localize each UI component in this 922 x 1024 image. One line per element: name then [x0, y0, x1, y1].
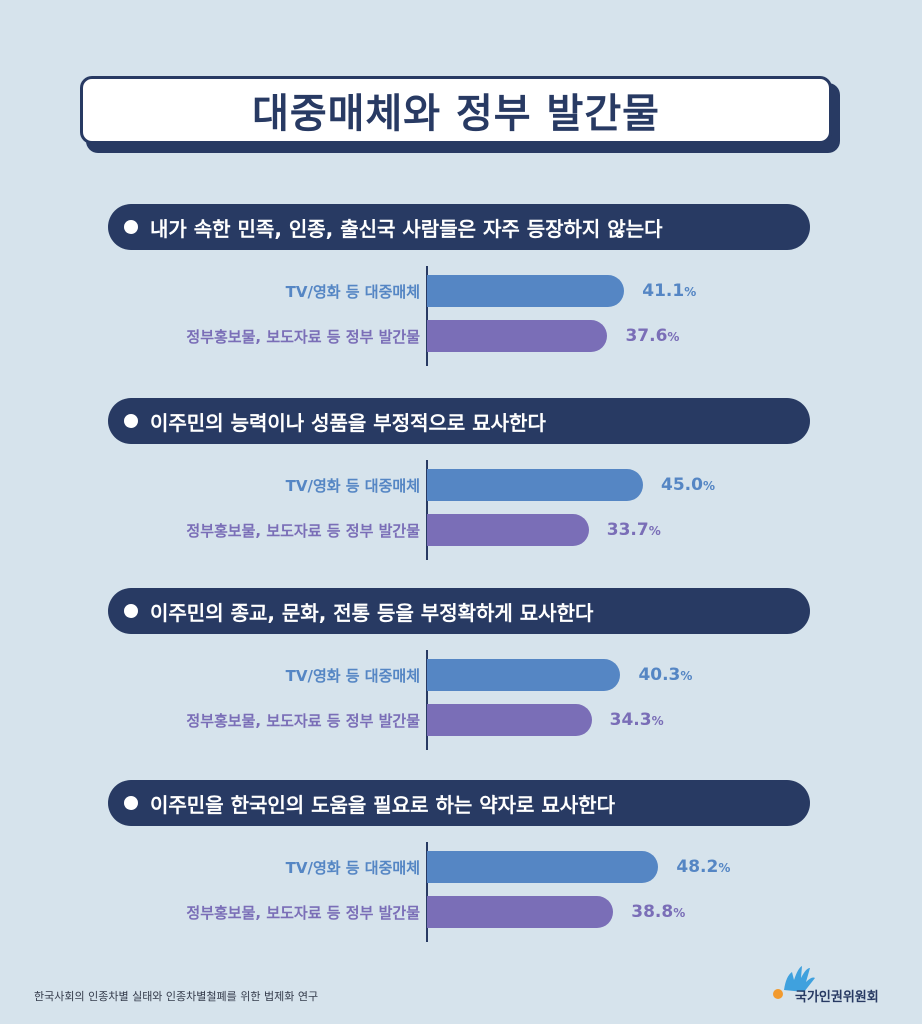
- category-label: 정부홍보물, 보도자료 등 정부 발간물: [186, 328, 420, 346]
- question-banner: 이주민을 한국인의 도움을 필요로 하는 약자로 묘사한다: [108, 780, 810, 826]
- bar: [427, 514, 589, 546]
- axis-line: [426, 460, 428, 560]
- value-unit: %: [702, 479, 715, 493]
- value-unit: %: [648, 524, 661, 538]
- value-unit: %: [718, 861, 731, 875]
- source-text: 한국사회의 인종차별 실태와 인종차별철폐를 위한 법제화 연구: [34, 990, 319, 1003]
- chart-title: 이주민의 종교, 문화, 전통 등을 부정확하게 묘사한다: [150, 600, 594, 625]
- value-number: 34.3: [609, 710, 652, 730]
- value-number: 41.1: [642, 281, 685, 301]
- category-label: 정부홍보물, 보도자료 등 정부 발간물: [186, 712, 420, 730]
- value-number: 38.8: [631, 902, 674, 922]
- bar: [427, 704, 592, 736]
- value-label: 38.8%: [631, 902, 685, 922]
- chart-title: 이주민의 능력이나 성품을 부정적으로 묘사한다: [150, 410, 546, 435]
- chart-title: 내가 속한 민족, 인종, 출신국 사람들은 자주 등장하지 않는다: [150, 216, 663, 241]
- value-unit: %: [680, 669, 693, 683]
- value-label: 41.1%: [642, 281, 696, 301]
- value-number: 33.7: [606, 520, 649, 540]
- value-number: 37.6: [625, 326, 668, 346]
- axis-line: [426, 266, 428, 366]
- value-number: 48.2: [676, 857, 719, 877]
- chart-title: 이주민을 한국인의 도움을 필요로 하는 약자로 묘사한다: [150, 792, 615, 817]
- value-unit: %: [651, 714, 664, 728]
- question-banner: 이주민의 종교, 문화, 전통 등을 부정확하게 묘사한다: [108, 588, 810, 634]
- value-unit: %: [684, 285, 697, 299]
- category-label: TV/영화 등 대중매체: [285, 859, 420, 877]
- category-label: TV/영화 등 대중매체: [285, 667, 420, 685]
- page-title: 대중매체와 정부 발간물: [252, 91, 660, 137]
- bullet-icon: [124, 414, 138, 428]
- value-unit: %: [667, 330, 680, 344]
- question-banner: 이주민의 능력이나 성품을 부정적으로 묘사한다: [108, 398, 810, 444]
- bullet-icon: [124, 604, 138, 618]
- bar: [427, 851, 659, 883]
- axis-line: [426, 650, 428, 750]
- question-banner: 내가 속한 민족, 인종, 출신국 사람들은 자주 등장하지 않는다: [108, 204, 810, 250]
- value-number: 40.3: [638, 665, 681, 685]
- value-unit: %: [673, 906, 686, 920]
- value-label: 40.3%: [638, 665, 692, 685]
- bar: [427, 320, 608, 352]
- bar: [427, 469, 643, 501]
- value-label: 37.6%: [625, 326, 679, 346]
- title-box: 대중매체와 정부 발간물: [80, 76, 832, 144]
- bar: [427, 896, 614, 928]
- axis-line: [426, 842, 428, 942]
- category-label: 정부홍보물, 보도자료 등 정부 발간물: [186, 904, 420, 922]
- bar: [427, 659, 621, 691]
- bullet-icon: [124, 796, 138, 810]
- value-label: 33.7%: [607, 520, 661, 540]
- value-label: 48.2%: [676, 857, 730, 877]
- bar: [427, 275, 625, 307]
- bullet-icon: [124, 220, 138, 234]
- value-label: 45.0%: [661, 475, 715, 495]
- category-label: 정부홍보물, 보도자료 등 정부 발간물: [186, 522, 420, 540]
- value-number: 45.0: [661, 475, 703, 495]
- hand-logo-icon: [773, 966, 815, 999]
- category-label: TV/영화 등 대중매체: [285, 283, 420, 301]
- org-name: 국가인권위원회: [795, 990, 879, 1005]
- value-label: 34.3%: [610, 710, 664, 730]
- category-label: TV/영화 등 대중매체: [285, 477, 420, 495]
